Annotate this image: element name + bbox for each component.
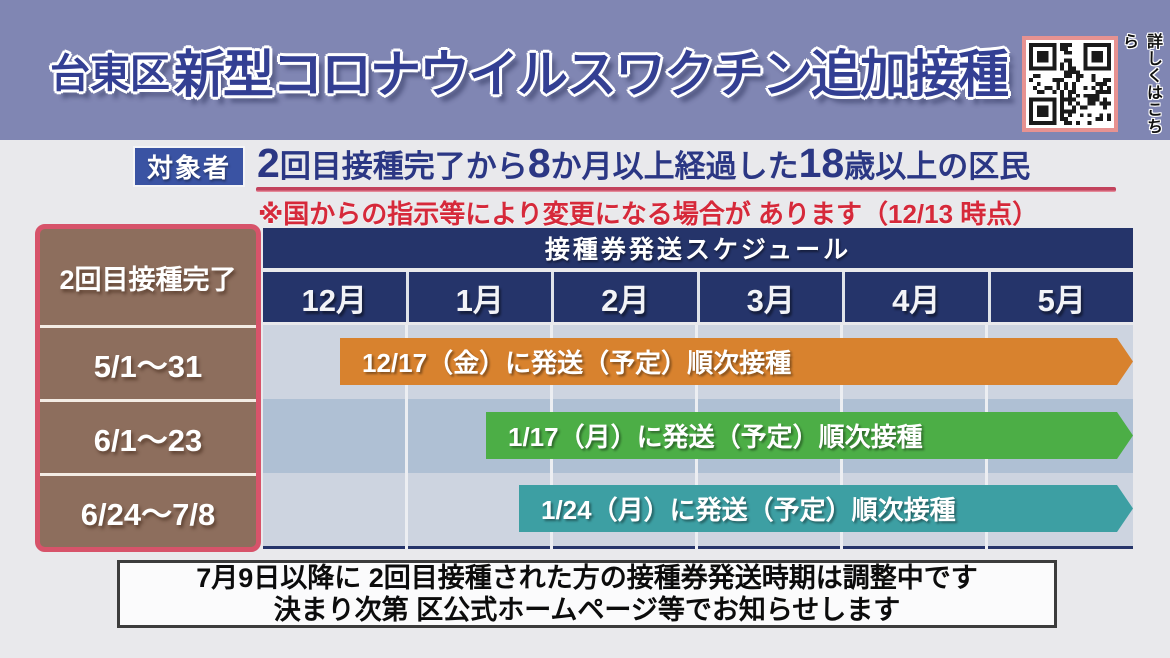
column-header: 2回目接種完了: [59, 264, 237, 295]
qr-code-icon: [1022, 36, 1118, 132]
target-number: 2: [257, 140, 280, 186]
notice-line-1: 7月9日以降に 2回目接種された方の接種券発送時期は調整中です: [196, 563, 978, 593]
mailing-arrow-label: 12/17（金）に発送（予定）順次接種: [362, 348, 792, 378]
gridline: [405, 325, 408, 549]
schedule-grid: 接種券発送スケジュール 12月 1月 2月 3月 4月 5月 12/17（金）に…: [263, 228, 1133, 549]
second-dose-column: 2回目接種完了 5/1～31 6/1～23 6/24～7/8: [35, 224, 261, 552]
target-audience-text: 2 回目接種完了から 8 か月以上経過した 18 歳以上の区民: [257, 140, 1031, 186]
mailing-arrow-label: 1/24（月）に発送（予定）順次接種: [541, 495, 956, 525]
target-number: 8: [527, 140, 551, 186]
period-row-label: 6/24～7/8: [40, 473, 256, 547]
mailing-arrow-orange: 12/17（金）に発送（予定）順次接種: [340, 338, 1133, 385]
period-row-label: 5/1～31: [40, 325, 256, 399]
target-number: 18: [798, 140, 845, 186]
schedule-title: 接種券発送スケジュール: [263, 228, 1133, 268]
mailing-arrow-teal: 1/24（月）に発送（予定）順次接種: [519, 485, 1133, 532]
period-row-label: 6/1～23: [40, 399, 256, 473]
disclaimer-note: ※国からの指示等により変更になる場合が あります（12/13 時点）: [258, 199, 1039, 229]
target-audience-badge: 対象者: [133, 146, 245, 187]
ward-name: 台東区: [50, 52, 170, 96]
month-header: 5月: [987, 272, 1134, 322]
month-header: 2月: [551, 272, 697, 322]
qr-code-svg: [1029, 43, 1111, 125]
red-underline: [256, 187, 1116, 192]
page-title: 台東区 新型コロナウイルスワクチン追加接種: [50, 0, 1009, 140]
month-header: 1月: [405, 272, 552, 322]
bottom-notice: 7月9日以降に 2回目接種された方の接種券発送時期は調整中です 決まり次第 区公…: [117, 560, 1057, 628]
month-header: 4月: [842, 272, 988, 322]
qr-caption: 詳しくはこちら: [1120, 33, 1161, 135]
month-header: 3月: [696, 272, 843, 322]
notice-line-2: 決まり次第 区公式ホームページ等でお知らせします: [273, 595, 901, 625]
mailing-arrow-green: 1/17（月）に発送（予定）順次接種: [486, 412, 1133, 459]
gantt-area: 12/17（金）に発送（予定）順次接種 1/17（月）に発送（予定）順次接種 1…: [263, 325, 1133, 549]
month-header: 12月: [301, 282, 367, 318]
mailing-arrow-label: 1/17（月）に発送（予定）順次接種: [508, 422, 923, 452]
main-title: 新型コロナウイルスワクチン追加接種: [174, 46, 1009, 103]
month-header-row: 12月 1月 2月 3月 4月 5月: [263, 272, 1133, 322]
header-band: 台東区 新型コロナウイルスワクチン追加接種: [0, 0, 1170, 140]
